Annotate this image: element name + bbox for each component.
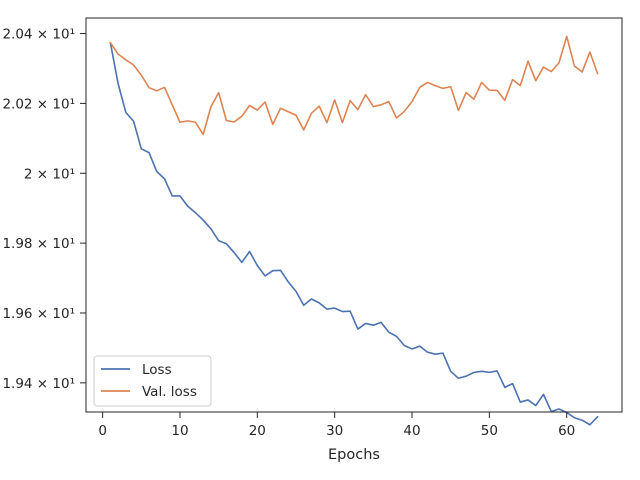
legend: Loss Val. loss xyxy=(93,355,212,407)
y-axis: 1.94 × 10¹ 1.96 × 10¹ 1.98 × 10¹ 2 × 10¹ 2.0… xyxy=(2,27,86,392)
legend-label: Val. loss xyxy=(142,384,197,400)
x-axis: 0 10 20 30 40 50 60 xyxy=(98,412,575,439)
y-tick-label: 1.96 × 10¹ xyxy=(2,306,75,322)
y-tick-label: 1.94 × 10¹ xyxy=(2,376,75,392)
plot-lines xyxy=(109,35,599,426)
y-tick-label: 2 × 10¹ xyxy=(24,166,75,182)
x-tick-label: 40 xyxy=(403,423,420,439)
plot-frame xyxy=(85,17,623,413)
x-tick-label: 60 xyxy=(558,423,575,439)
y-tick-label: 2.04 × 10¹ xyxy=(2,27,75,43)
x-tick-label: 0 xyxy=(98,423,107,439)
x-tick-label: 10 xyxy=(171,423,188,439)
legend-label: Loss xyxy=(142,362,172,378)
series-line-loss xyxy=(109,41,599,426)
y-tick-label: 2.02 × 10¹ xyxy=(2,96,75,112)
x-axis-label: Epochs xyxy=(328,447,380,463)
series-line-val-loss xyxy=(109,35,599,136)
y-tick-label: 1.98 × 10¹ xyxy=(2,236,75,252)
x-tick-label: 50 xyxy=(481,423,498,439)
x-tick-label: 30 xyxy=(326,423,343,439)
x-tick-label: 20 xyxy=(249,423,266,439)
